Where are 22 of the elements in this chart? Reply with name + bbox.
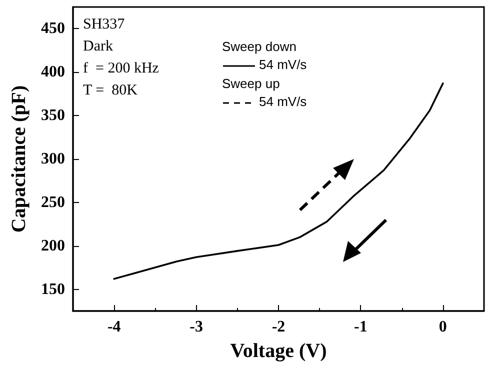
annotation: Dark [83,38,114,54]
x-tick-label: 0 [438,318,447,336]
y-tick-label: 250 [41,194,65,211]
y-tick-label: 450 [41,20,65,38]
x-tick-label: -2 [272,318,286,336]
x-tick-label: -1 [354,318,368,336]
y-tick-label: 150 [41,280,65,298]
x-axis-title: Voltage (V) [230,340,327,362]
legend-label: 54 mV/s [259,94,308,109]
x-tick-label: -3 [190,318,203,336]
x-tick-label: -4 [107,318,121,336]
y-axis-title: Capacitance (pF) [8,85,30,233]
annotation: T = 80K [83,82,138,98]
annotation: Sweep up [222,76,280,91]
annotation: f = 200 kHz [83,60,160,76]
y-tick-label: 400 [41,64,65,81]
y-tick-label: 200 [41,237,65,254]
y-tick-label: 350 [41,107,65,124]
legend-label: 54 mV/s [259,57,308,72]
annotation: SH337 [83,16,126,32]
annotation: Sweep down [222,39,296,54]
y-tick-label: 300 [41,150,65,168]
